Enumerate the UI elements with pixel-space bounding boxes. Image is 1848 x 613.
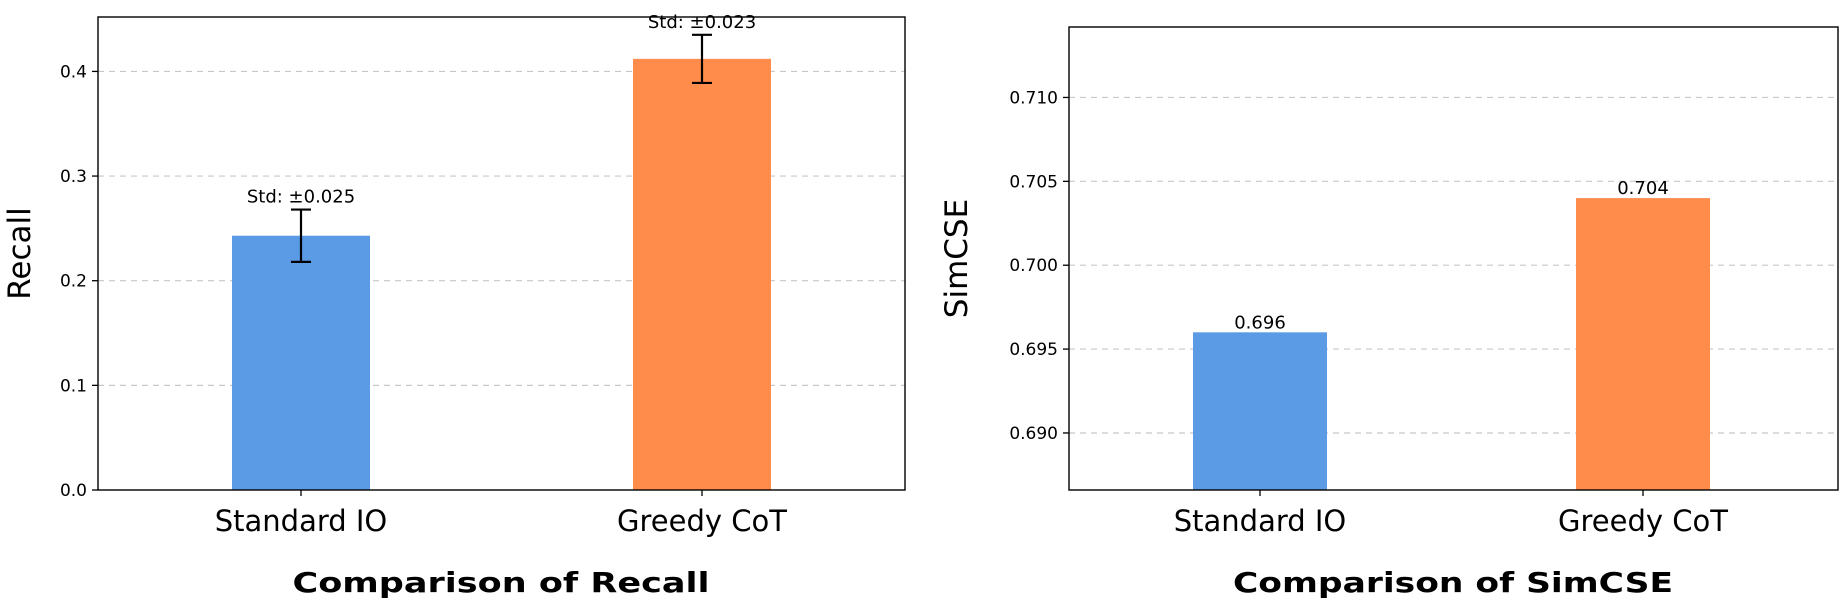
simcse-ylabel: SimCSE: [939, 199, 975, 318]
simcse-category-label: Greedy CoT: [1558, 504, 1728, 538]
simcse-ytick-label: 0.690: [1009, 424, 1058, 444]
simcse-bar-standard-io: [1193, 332, 1327, 490]
recall-category-label: Standard IO: [215, 504, 388, 538]
simcse-category-label: Standard IO: [1174, 504, 1347, 538]
simcse-ytick-label: 0.710: [1009, 88, 1058, 108]
recall-bar-standard-io: [232, 235, 370, 490]
recall-error-label: Std: ±0.023: [648, 12, 756, 33]
simcse-bar-greedy-cot: [1576, 198, 1710, 490]
recall-ytick-label: 0.4: [60, 62, 87, 82]
recall-ytick-label: 0.2: [60, 272, 87, 292]
simcse-caption: Comparison of SimCSE: [1233, 566, 1673, 599]
recall-error-label: Std: ±0.025: [247, 187, 355, 208]
simcse-ytick-label: 0.695: [1009, 340, 1058, 360]
simcse-ytick-label: 0.705: [1009, 172, 1058, 192]
simcse-ytick-label: 0.700: [1009, 256, 1058, 276]
recall-axes-frame: [97, 16, 906, 491]
recall-ytick-label: 0.0: [60, 481, 87, 501]
recall-ytick-label: 0.1: [60, 376, 87, 396]
recall-ytick-label: 0.3: [60, 167, 87, 187]
simcse-value-label: 0.704: [1617, 178, 1669, 199]
recall-caption: Comparison of Recall: [293, 566, 710, 599]
recall-bar-greedy-cot: [633, 58, 771, 491]
recall-ylabel: Recall: [2, 207, 38, 300]
simcse-value-label: 0.696: [1234, 312, 1286, 333]
recall-category-label: Greedy CoT: [617, 504, 787, 538]
simcse-axes-frame: [1068, 26, 1839, 491]
